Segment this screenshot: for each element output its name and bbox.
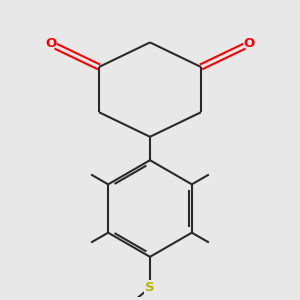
Text: S: S <box>145 281 155 294</box>
Text: O: O <box>244 37 255 50</box>
Text: O: O <box>45 37 56 50</box>
